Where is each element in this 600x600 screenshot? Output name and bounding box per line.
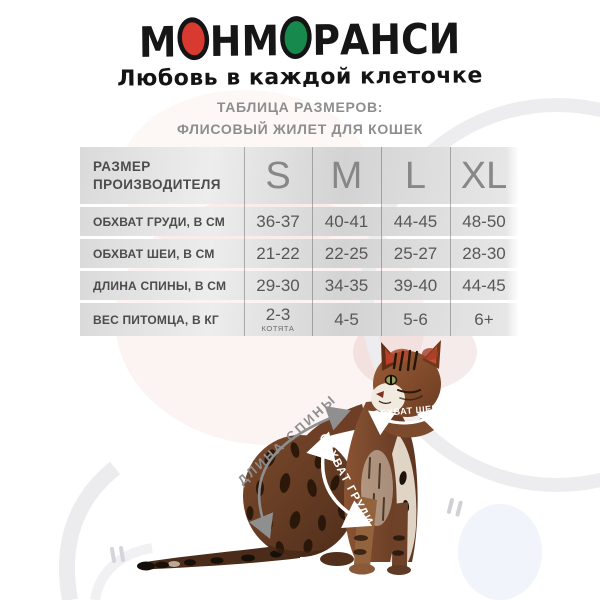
column-divider <box>312 147 313 336</box>
column-header-l: L <box>404 154 427 197</box>
column-divider <box>244 147 245 336</box>
column-divider <box>381 147 382 336</box>
cell-value: 44-45 <box>393 211 438 231</box>
brand-logo-text: МОНМОРАНСИ <box>139 14 461 67</box>
column-header-m: M <box>330 154 363 197</box>
neck-girth-arrow <box>368 405 444 436</box>
chest-girth-arrow <box>306 431 373 529</box>
header-label-line2: ПРОИЗВОДИТЕЛЯ <box>93 176 221 192</box>
table-row-weight: ВЕС ПИТОМЦА, В КГ 2-3 КОТЯТА 4-5 5-6 6+ <box>80 303 518 336</box>
brand-logo: МОНМОРАНСИ Любовь в каждой клеточке <box>0 14 600 92</box>
table-row-back-length: ДЛИНА СПИНЫ, В СМ 29-30 34-35 39-40 44-4… <box>80 271 518 300</box>
cell-value: 6+ <box>474 309 494 329</box>
page-title-line1: ТАБЛИЦА РАЗМЕРОВ: <box>216 99 384 115</box>
size-table: РАЗМЕР ПРОИЗВОДИТЕЛЯ S M L XL ОБХВАТ ГРУ… <box>80 147 519 336</box>
quote-mark-right <box>446 498 463 517</box>
cell-value: 34-35 <box>324 275 369 295</box>
cell-value: 29-30 <box>256 275 300 295</box>
logo-o-green: О <box>278 14 314 61</box>
logo-o-red: О <box>174 14 213 63</box>
cell-value: 5-6 <box>403 309 428 329</box>
cell-value: 44-45 <box>462 275 506 295</box>
cell-value: 40-41 <box>324 211 369 231</box>
row-label: ОБХВАТ ГРУДИ, В СМ <box>93 214 225 229</box>
table-row-neck: ОБХВАТ ШЕИ, В СМ 21-22 22-25 25-27 28-30 <box>80 239 518 268</box>
kittens-note: КОТЯТА <box>261 323 295 333</box>
table-header-row: РАЗМЕР ПРОИЗВОДИТЕЛЯ S M L XL <box>80 147 518 204</box>
back-length-arrow <box>249 405 351 539</box>
cell-value: 2-3 КОТЯТА <box>244 306 312 333</box>
cell-value: 21-22 <box>256 243 300 263</box>
cell-value: 28-30 <box>462 243 506 263</box>
column-divider <box>450 147 451 336</box>
row-label: ДЛИНА СПИНЫ, В СМ <box>93 278 227 293</box>
cell-value: 48-50 <box>462 211 506 231</box>
page-title-line2: ФЛИСОВЫЙ ЖИЛЕТ ДЛЯ КОШЕК <box>177 120 423 137</box>
header-label-line1: РАЗМЕР <box>93 158 151 174</box>
weight-value-s: 2-3 <box>265 305 291 325</box>
table-row-chest: ОБХВАТ ГРУДИ, В СМ 36-37 40-41 44-45 48-… <box>80 207 518 236</box>
brand-tagline: Любовь в каждой клеточке <box>117 63 483 92</box>
cat-illustration <box>137 340 441 575</box>
logo-text-segment: РАНСИ <box>312 14 461 65</box>
row-label: ОБХВАТ ШЕИ, В СМ <box>93 246 215 261</box>
row-label: ВЕС ПИТОМЦА, В КГ <box>93 312 219 327</box>
column-header-xl: XL <box>460 154 508 197</box>
cat-measurement-diagram: ДЛИНА СПИНЫ ОБХВАТ ГРУДИ ОБХВАТ ШЕИ <box>137 340 444 575</box>
quote-mark-left <box>110 546 125 563</box>
cell-value: 4-5 <box>334 309 359 329</box>
logo-text-segment: М <box>139 17 178 67</box>
cell-value: 36-37 <box>256 211 300 231</box>
logo-text-segment: НМ <box>209 16 280 67</box>
cell-value: 39-40 <box>393 275 438 295</box>
page-title: ТАБЛИЦА РАЗМЕРОВ: ФЛИСОВЫЙ ЖИЛЕТ ДЛЯ КОШ… <box>0 97 600 140</box>
cell-value: 22-25 <box>324 243 369 263</box>
cell-value: 25-27 <box>393 243 438 263</box>
column-header-s: S <box>265 154 291 197</box>
table-header-label: РАЗМЕР ПРОИЗВОДИТЕЛЯ <box>80 158 244 193</box>
